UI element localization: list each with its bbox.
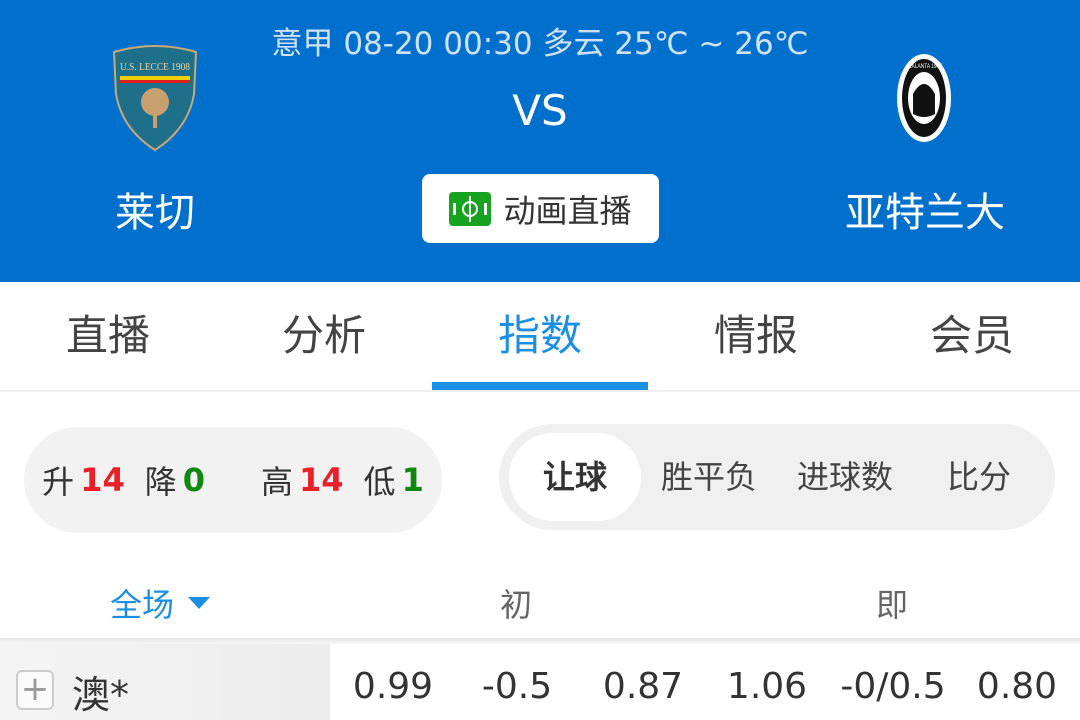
- away-team-name[interactable]: 亚特兰大: [845, 190, 1005, 236]
- odds-type-1x2[interactable]: 胜平负: [660, 458, 757, 496]
- live-handicap: -0/0.5: [840, 666, 946, 707]
- down-label: 降: [144, 463, 177, 501]
- home-team-name[interactable]: 莱切: [115, 190, 195, 236]
- match-info: 意甲 08-20 00:30 多云 25℃ ~ 26℃: [271, 26, 809, 62]
- company-name: 澳*: [72, 673, 130, 717]
- initial-home-odds: 0.99: [352, 666, 434, 707]
- odds-type-score[interactable]: 比分: [946, 458, 1011, 496]
- company-cell: + 澳*: [0, 644, 330, 720]
- high-label: 高: [261, 463, 294, 501]
- up-count: 14: [80, 461, 125, 499]
- odds-type-toggle: 让球 胜平负 进球数 比分: [499, 424, 1055, 530]
- initial-handicap: -0.5: [481, 666, 553, 707]
- home-team-crest[interactable]: U.S. LECCE 1908: [110, 44, 200, 152]
- animation-live-button[interactable]: 动画直播: [422, 174, 659, 243]
- down-count: 0: [182, 461, 205, 499]
- tab-bar: 直播 分析 指数 情报 会员: [0, 282, 1080, 390]
- high-count: 14: [299, 461, 344, 499]
- tab-member[interactable]: 会员: [929, 311, 1014, 360]
- tab-analysis[interactable]: 分析: [281, 311, 366, 360]
- divider: [0, 390, 1080, 392]
- live-button-label: 动画直播: [503, 191, 632, 230]
- pitch-icon: [449, 191, 492, 226]
- live-home-odds: 1.06: [726, 666, 808, 707]
- odds-type-handicap[interactable]: 让球: [509, 433, 641, 521]
- period-dropdown[interactable]: 全场: [110, 580, 211, 626]
- divider: [0, 638, 1080, 644]
- away-team-crest[interactable]: ATALANTA 1907: [895, 52, 953, 144]
- low-label: 低: [363, 463, 396, 501]
- table-row[interactable]: + 澳* 0.99 -0.5 0.87 1.06 -0/0.5 0.80: [0, 644, 1080, 720]
- expand-plus-icon[interactable]: +: [16, 670, 54, 710]
- initial-away-odds: 0.87: [602, 666, 684, 707]
- match-header: 意甲 08-20 00:30 多云 25℃ ~ 26℃ U.S. LECCE 1…: [0, 0, 1080, 282]
- away-crest-text: ATALANTA 1907: [906, 64, 943, 70]
- odds-type-goals[interactable]: 进球数: [796, 458, 893, 496]
- up-label: 升: [42, 463, 75, 501]
- caret-down-icon: [188, 597, 211, 609]
- vs-label: VS: [512, 86, 568, 135]
- live-header: 即: [876, 586, 909, 624]
- home-crest-text: U.S. LECCE 1908: [120, 62, 190, 73]
- tab-odds[interactable]: 指数: [432, 282, 648, 390]
- column-header: 全场 初 即: [0, 560, 1080, 638]
- tab-live[interactable]: 直播: [65, 311, 150, 360]
- low-count: 1: [401, 461, 424, 499]
- period-label: 全场: [110, 586, 175, 624]
- live-away-odds: 0.80: [976, 666, 1058, 707]
- initial-header: 初: [500, 586, 533, 624]
- tab-intel[interactable]: 情报: [713, 311, 798, 360]
